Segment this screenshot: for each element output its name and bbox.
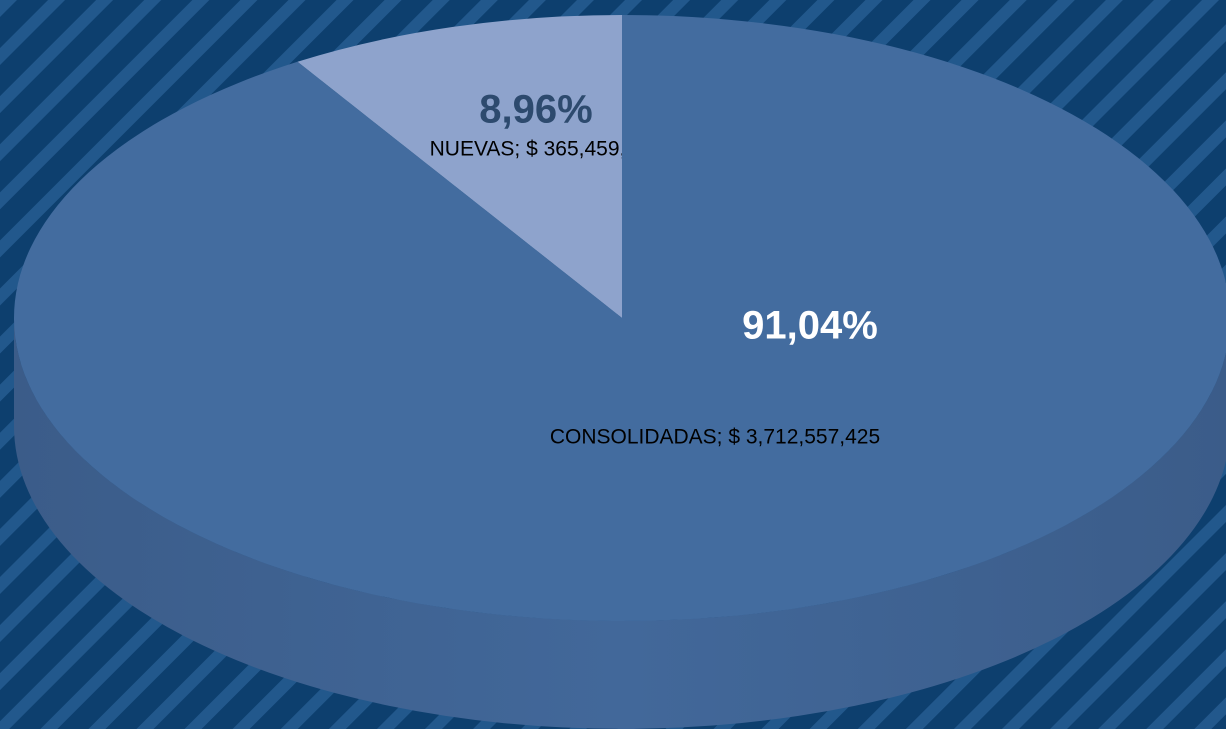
data-label: NUEVAS; $ 365,459,307 [430, 138, 661, 161]
pie-slice [14, 15, 1226, 621]
percent-label: 91,04% [742, 304, 878, 348]
pie-slice [297, 15, 622, 318]
percent-label: 8,96% [479, 88, 592, 132]
pie-side [14, 318, 1226, 729]
data-label: CONSOLIDADAS; $ 3,712,557,425 [550, 426, 880, 449]
